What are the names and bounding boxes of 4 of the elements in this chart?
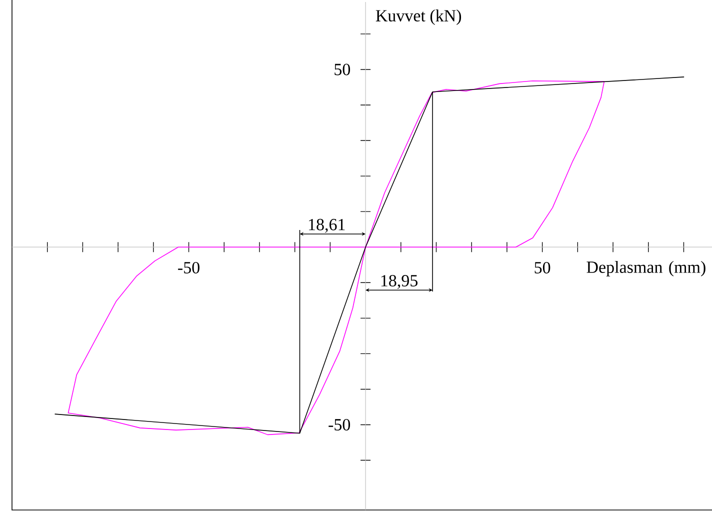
annotation: 18,61	[309, 218, 345, 233]
x-axis-title: Deplasman (mm)	[586, 260, 706, 276]
y-axis-title: Kuvvet (kN)	[376, 10, 462, 25]
annotation: 18,95	[381, 274, 418, 289]
